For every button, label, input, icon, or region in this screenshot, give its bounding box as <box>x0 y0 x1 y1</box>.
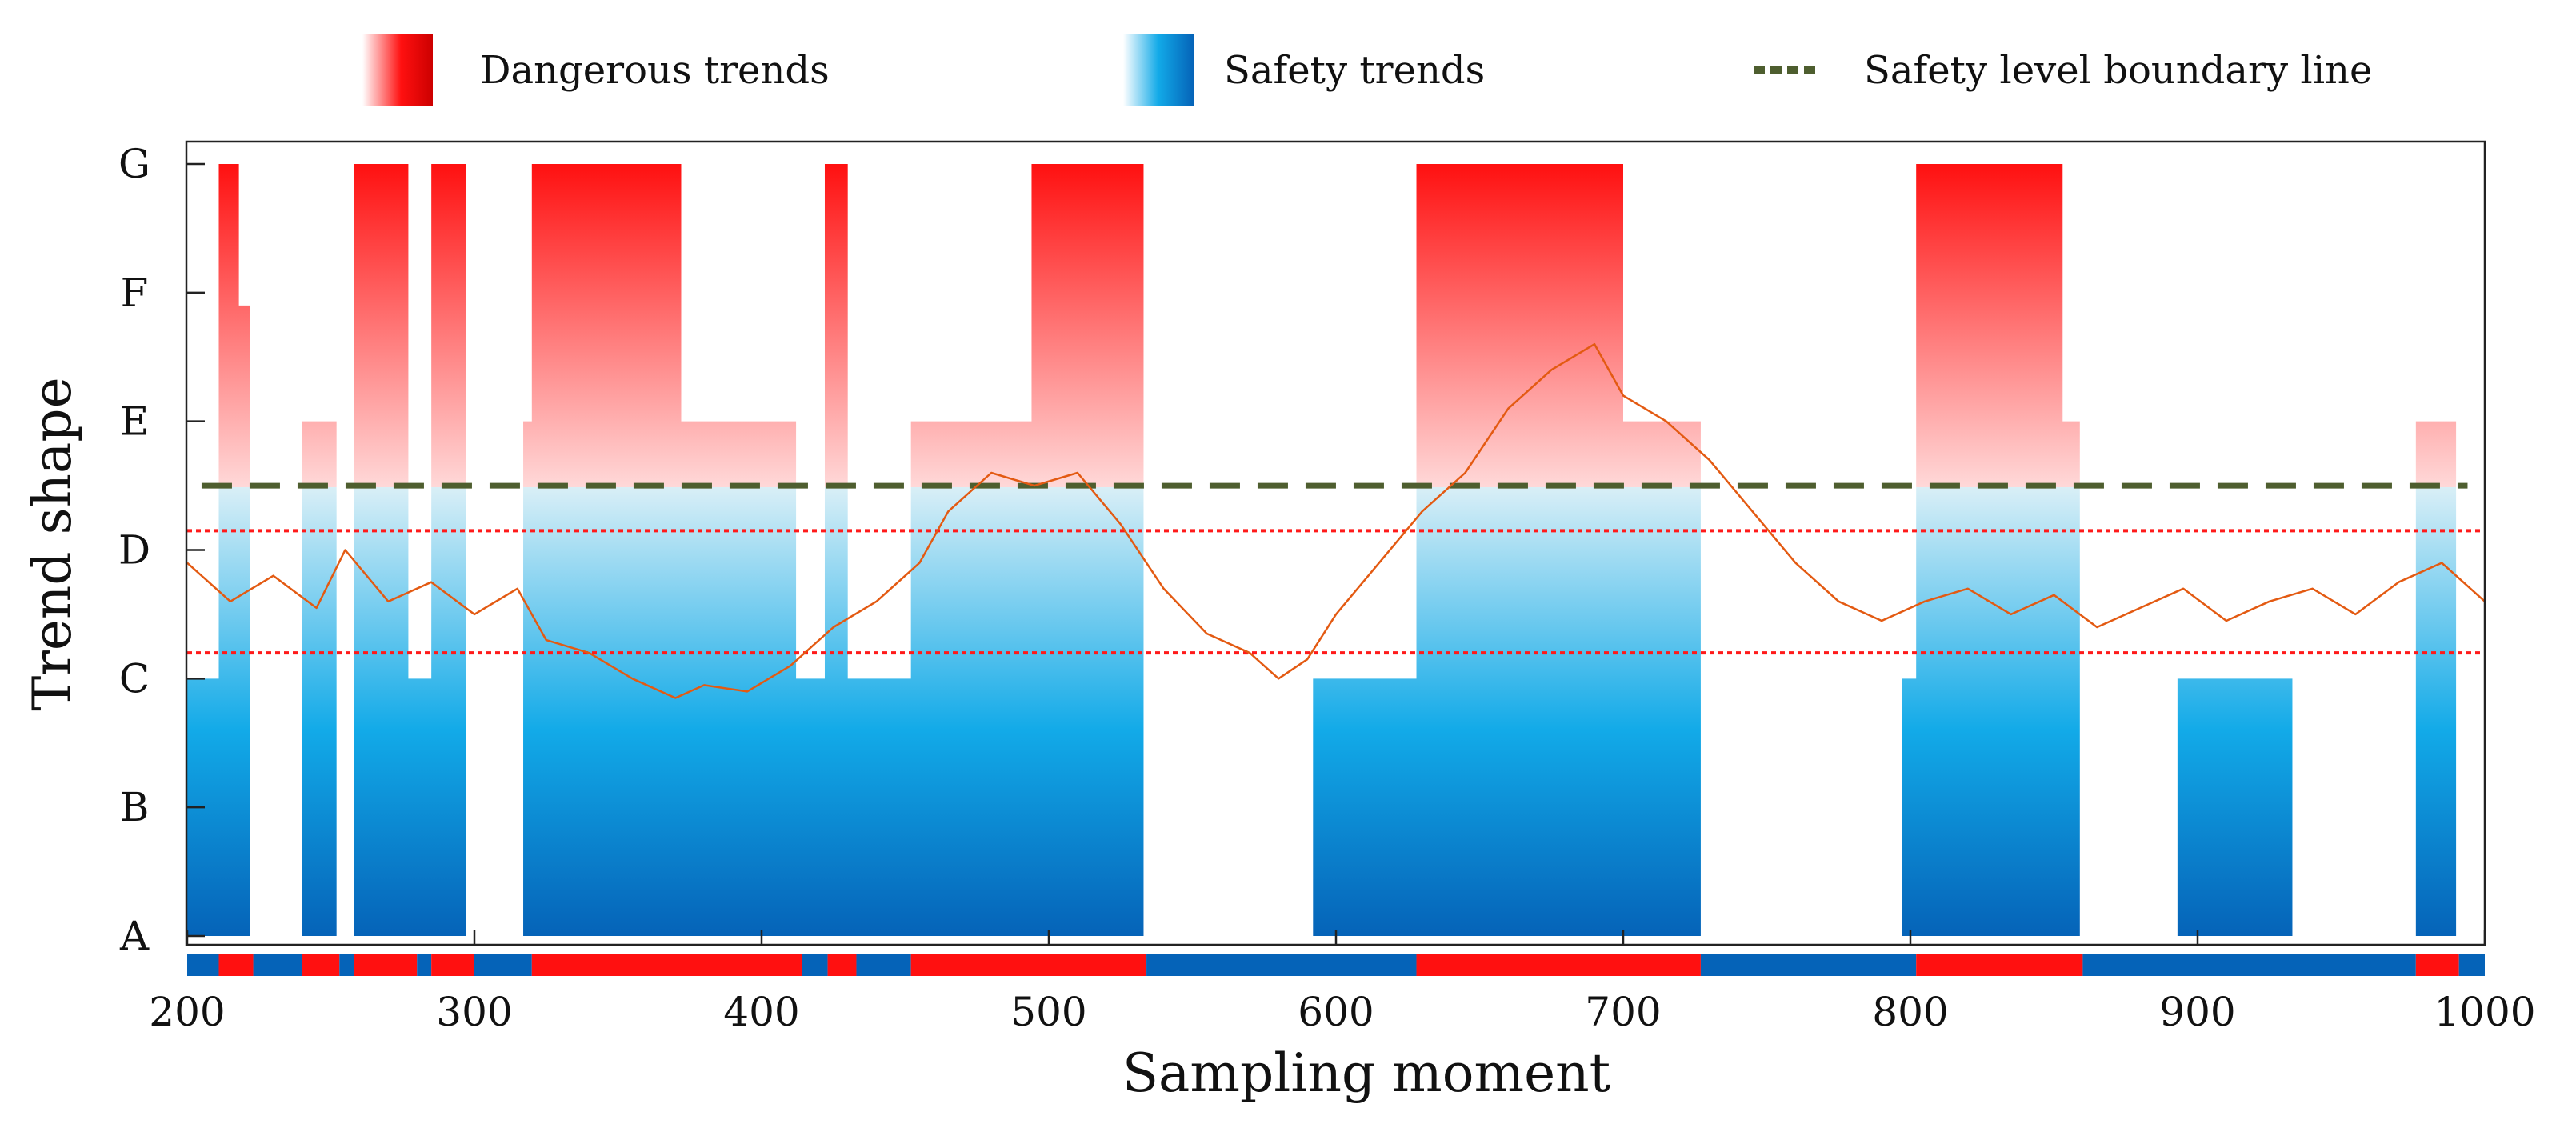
status-block-3 <box>253 954 302 976</box>
y-tick-label-D: D <box>118 527 150 574</box>
status-block-10 <box>531 954 802 976</box>
plot-reference-lines <box>187 482 2485 655</box>
signal-line <box>186 342 2486 699</box>
legend: Dangerous trends Safety trends Safety le… <box>362 34 2372 106</box>
x-tick-label-500: 500 <box>1010 989 1086 1035</box>
y-axis-title: Trend shape <box>22 377 83 710</box>
x-tick-label-900: 900 <box>2159 989 2235 1035</box>
status-block-6 <box>354 954 418 976</box>
status-block-14 <box>910 954 1147 976</box>
trend-area-safety <box>187 487 2485 936</box>
status-block-18 <box>1916 954 2083 976</box>
plot-area-fills <box>187 164 2485 936</box>
status-block-7 <box>417 954 432 976</box>
plot-signal <box>186 342 2486 699</box>
x-tick-label-600: 600 <box>1298 989 1374 1035</box>
status-block-4 <box>302 954 340 976</box>
status-block-11 <box>802 954 828 976</box>
legend-swatch-safety <box>1123 34 1194 106</box>
x-tick-label-800: 800 <box>1872 989 1948 1035</box>
y-axis: A B C D E F G <box>118 141 205 959</box>
y-tick-label-B: B <box>120 784 150 830</box>
legend-swatch-danger <box>362 34 433 106</box>
y-tick-label-G: G <box>118 141 150 187</box>
status-block-12 <box>827 954 857 976</box>
y-tick-label-C: C <box>119 655 150 702</box>
status-block-17 <box>1700 954 1917 976</box>
x-tick-label-1000: 1000 <box>2434 989 2535 1035</box>
legend-label-safety: Safety trends <box>1224 48 1485 93</box>
status-block-8 <box>431 954 474 976</box>
status-block-5 <box>339 954 354 976</box>
status-block-2 <box>218 954 254 976</box>
x-axis-title: Sampling moment <box>1122 1042 1610 1104</box>
y-tick-label-A: A <box>119 913 150 959</box>
x-axis: 200 300 400 500 600 700 800 900 1000 <box>149 930 2536 1035</box>
legend-label-boundary: Safety level boundary line <box>1864 48 2372 93</box>
status-block-15 <box>1146 954 1417 976</box>
y-tick-label-F: F <box>121 270 149 316</box>
status-block-1 <box>187 954 219 976</box>
status-block-9 <box>474 954 532 976</box>
x-tick-label-400: 400 <box>723 989 799 1035</box>
status-block-16 <box>1416 954 1701 976</box>
x-tick-label-700: 700 <box>1585 989 1661 1035</box>
y-tick-label-E: E <box>120 398 150 445</box>
status-block-21 <box>2458 954 2485 976</box>
legend-label-danger: Dangerous trends <box>480 48 830 93</box>
status-block-19 <box>2082 954 2416 976</box>
status-bar <box>187 954 2485 976</box>
status-block-20 <box>2415 954 2459 976</box>
trend-area-danger <box>218 164 2457 487</box>
x-tick-label-200: 200 <box>149 989 225 1035</box>
x-tick-label-300: 300 <box>436 989 512 1035</box>
status-block-13 <box>856 954 911 976</box>
